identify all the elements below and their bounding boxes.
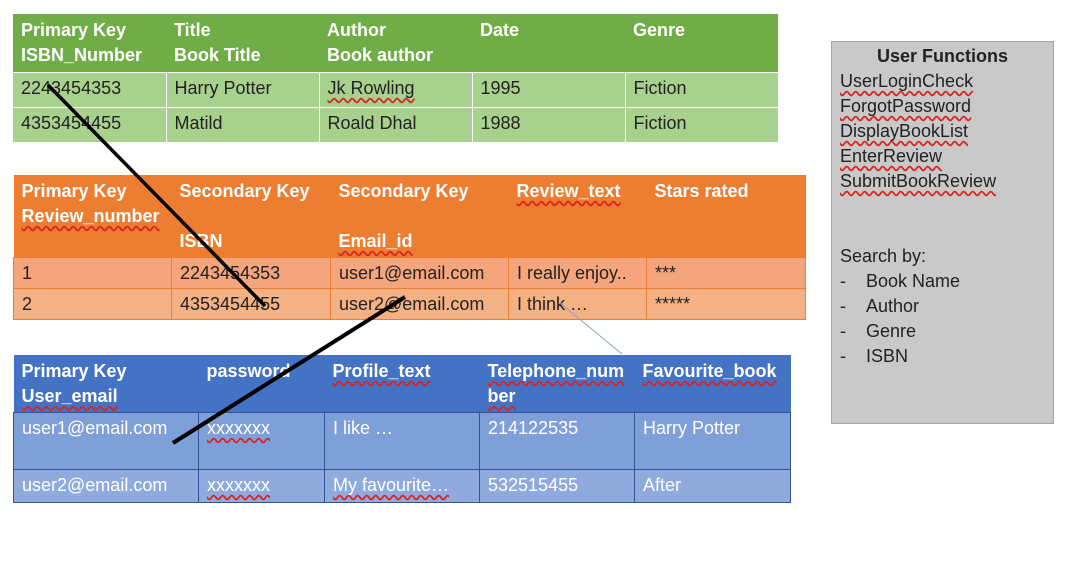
books-header-title: Title Book Title <box>166 14 319 73</box>
books-table: Primary Key ISBN_Number Title Book Title A… <box>13 14 779 143</box>
table-cell: Harry Potter <box>634 412 791 470</box>
search-by-item: - Genre <box>840 321 917 341</box>
table-cell: user2@email.com <box>330 288 509 320</box>
table-cell: xxxxxxx <box>198 469 325 503</box>
users-header-row: Primary Key User_email password Profile_t… <box>13 355 791 413</box>
table-cell: xxxxxxx <box>198 412 325 470</box>
search-by-list: - Book Name - Author - Genre - ISBN <box>840 269 1045 369</box>
table-row: 2243454353 Harry Potter Jk Rowling 1995 … <box>13 72 779 108</box>
table-cell: Roald Dhal <box>318 107 473 143</box>
function-item: EnterReview <box>840 146 943 166</box>
table-row: 1 2243454353 user1@email.com I really en… <box>13 257 806 289</box>
user-functions-panel: User Functions UserLoginCheck ForgotPass… <box>831 41 1054 424</box>
reviews-header-email-id: Secondary Key Email_id <box>330 175 509 258</box>
search-by-label: Search by: <box>840 246 927 266</box>
users-header-favourite-book: Favourite_book <box>634 355 791 413</box>
table-cell: 1 <box>13 257 172 289</box>
table-cell: ***** <box>646 288 806 320</box>
users-header-user-email: Primary Key User_email <box>13 355 199 413</box>
reviews-header-isbn: Secondary Key ISBN <box>171 175 331 258</box>
table-cell: user2@email.com <box>13 469 199 503</box>
users-table: Primary Key User_email password Profile_t… <box>13 355 791 503</box>
table-row: user1@email.com xxxxxxx I like … 2141225… <box>13 412 791 470</box>
table-cell: My favourite… <box>324 469 480 503</box>
table-cell: 2243454353 <box>171 257 331 289</box>
search-by-item: - Book Name <box>840 271 961 291</box>
table-cell: 1988 <box>471 107 626 143</box>
books-header-date: Date <box>472 14 625 73</box>
table-cell: Fiction <box>624 72 779 108</box>
table-cell: user1@email.com <box>330 257 509 289</box>
table-cell: 2243454353 <box>13 72 167 108</box>
search-by-item: - Author <box>840 296 920 316</box>
reviews-header-row: Primary Key Review_number Secondary Key IS… <box>13 175 806 258</box>
table-cell: 1995 <box>471 72 626 108</box>
table-cell: *** <box>646 257 806 289</box>
table-cell: I really enjoy.. <box>508 257 647 289</box>
table-cell: Jk Rowling <box>318 72 473 108</box>
function-item: SubmitBookReview <box>840 171 997 191</box>
books-header-isbn: Primary Key ISBN_Number <box>13 14 166 73</box>
table-cell: 214122535 <box>479 412 635 470</box>
users-header-telephone: Telephone_num ber <box>479 355 635 413</box>
table-cell: After <box>634 469 791 503</box>
table-cell: Harry Potter <box>165 72 320 108</box>
panel-title: User Functions <box>876 46 1009 66</box>
table-cell: Fiction <box>624 107 779 143</box>
table-cell: I like … <box>324 412 480 470</box>
table-cell: Matild <box>165 107 320 143</box>
reviews-header-review-text: Review_text <box>508 175 647 258</box>
search-by-item: - ISBN <box>840 346 909 366</box>
function-item: UserLoginCheck <box>840 71 974 91</box>
table-cell: 4353454455 <box>171 288 331 320</box>
books-header-row: Primary Key ISBN_Number Title Book Title A… <box>13 14 778 73</box>
reviews-header-stars: Stars rated <box>646 175 806 258</box>
table-cell: 4353454455 <box>13 107 167 143</box>
table-cell: user1@email.com <box>13 412 199 470</box>
users-header-password: password <box>198 355 325 413</box>
users-header-profile-text: Profile_text <box>324 355 480 413</box>
books-header-genre: Genre <box>625 14 778 73</box>
function-item: DisplayBookList <box>840 121 969 141</box>
table-row: 2 4353454455 user2@email.com I think … *… <box>13 288 806 320</box>
table-row: user2@email.com xxxxxxx My favourite… 53… <box>13 469 791 503</box>
function-item: ForgotPassword <box>840 96 972 116</box>
table-row: 4353454455 Matild Roald Dhal 1988 Fictio… <box>13 107 779 143</box>
reviews-header-review-number: Primary Key Review_number <box>13 175 172 258</box>
reviews-table: Primary Key Review_number Secondary Key IS… <box>13 175 806 320</box>
function-list: UserLoginCheck ForgotPassword DisplayBoo… <box>840 69 1045 194</box>
books-header-author: Author Book author <box>319 14 472 73</box>
table-cell: 532515455 <box>479 469 635 503</box>
table-cell: 2 <box>13 288 172 320</box>
table-cell: I think … <box>508 288 647 320</box>
